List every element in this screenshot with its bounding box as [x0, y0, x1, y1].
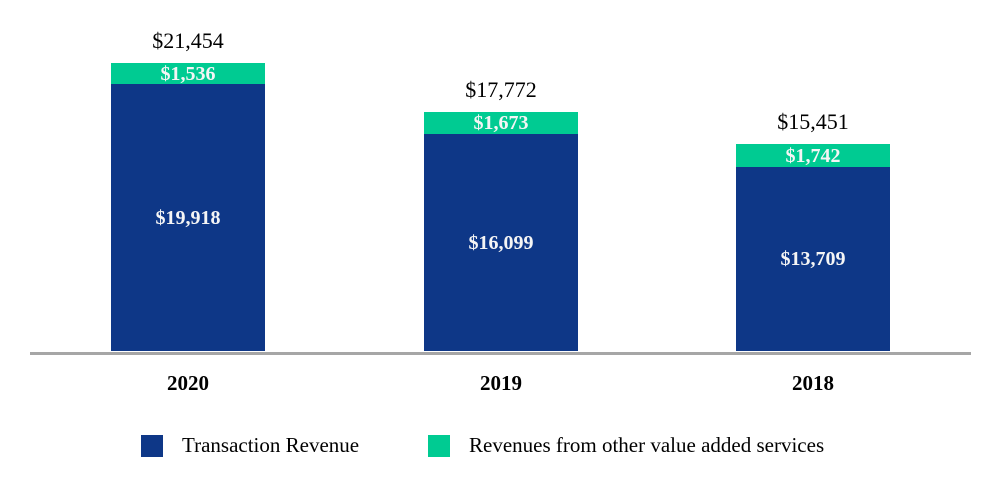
- x-axis-label-2018: 2018: [792, 371, 834, 395]
- total-value-label: $21,454: [152, 28, 224, 53]
- legend-swatch-transaction-revenue: [141, 434, 163, 457]
- transaction-value-label: $16,099: [468, 231, 534, 254]
- x-axis-label-2019: 2019: [480, 371, 522, 395]
- total-value-label: $17,772: [465, 77, 537, 102]
- transaction-value-label: $13,709: [780, 248, 846, 270]
- bar-group-2018: $15,451 $1,742 $13,709: [736, 109, 890, 351]
- transaction-value-label: $19,918: [155, 206, 221, 229]
- total-value-label: $15,451: [777, 109, 849, 134]
- legend-label: Revenues from other value added services: [469, 433, 825, 457]
- bar-group-2020: $21,454 $1,536 $19,918: [111, 28, 265, 351]
- vas-value-label: $1,742: [785, 144, 841, 167]
- bar-segment-other-vas: $1,742: [736, 144, 890, 167]
- bar-segment-transaction: $19,918: [111, 84, 265, 351]
- x-axis-line: [30, 352, 971, 355]
- bar-segment-other-vas: $1,673: [424, 112, 578, 134]
- vas-value-label: $1,673: [473, 112, 529, 134]
- x-axis-label-2020: 2020: [167, 371, 209, 395]
- legend-label: Transaction Revenue: [182, 433, 360, 457]
- bar-segment-other-vas: $1,536: [111, 63, 265, 84]
- bar-group-2019: $17,772 $1,673 $16,099: [424, 77, 578, 351]
- bar-segment-transaction: $13,709: [736, 167, 890, 351]
- bar-segment-transaction: $16,099: [424, 134, 578, 351]
- legend-item-transaction-revenue: Transaction Revenue: [141, 433, 359, 458]
- vas-value-label: $1,536: [160, 62, 216, 85]
- legend-swatch-other-vas: [428, 434, 450, 457]
- legend-item-other-vas: Revenues from other value added services: [428, 433, 824, 458]
